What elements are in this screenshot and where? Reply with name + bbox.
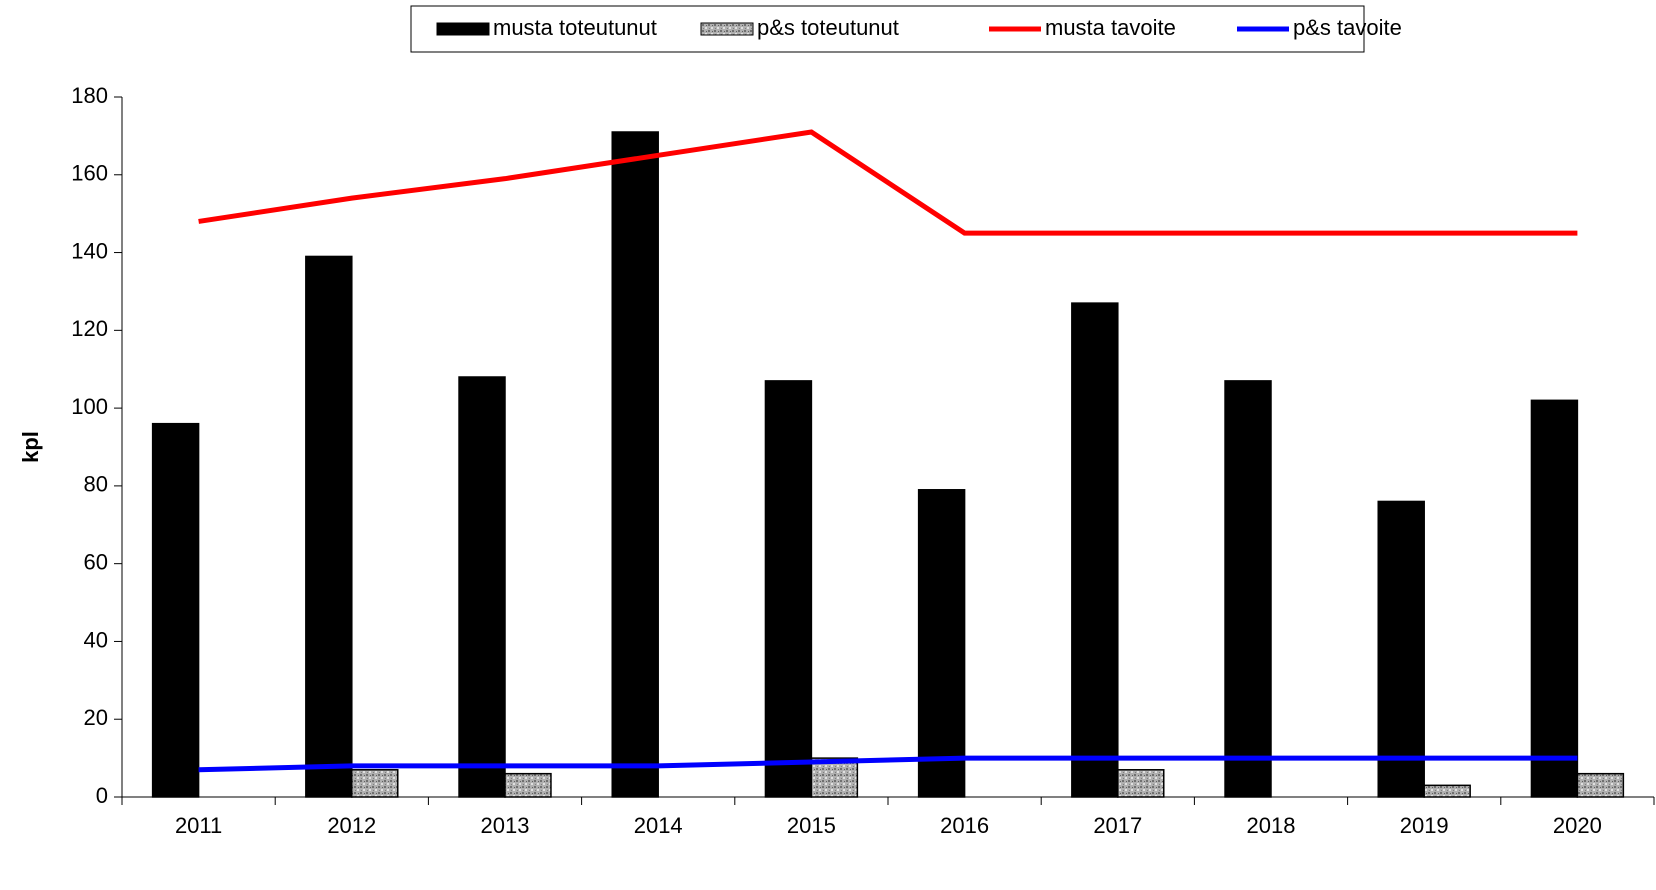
bar bbox=[151, 422, 200, 798]
y-axis-label: kpl bbox=[18, 431, 43, 463]
bar bbox=[917, 489, 966, 798]
legend-swatch bbox=[700, 22, 754, 36]
bar bbox=[1117, 769, 1165, 798]
x-tick-label: 2013 bbox=[481, 813, 530, 838]
bar bbox=[1224, 380, 1272, 798]
x-tick-label: 2020 bbox=[1553, 813, 1602, 838]
x-tick-label: 2018 bbox=[1247, 813, 1296, 838]
bar bbox=[458, 376, 506, 798]
bar bbox=[810, 757, 859, 798]
x-tick-label: 2019 bbox=[1400, 813, 1449, 838]
y-tick-label: 0 bbox=[96, 783, 108, 808]
legend-box bbox=[410, 5, 1365, 53]
y-tick-label: 40 bbox=[84, 627, 108, 652]
x-tick-label: 2016 bbox=[940, 813, 989, 838]
y-tick-label: 100 bbox=[71, 394, 108, 419]
y-tick-label: 140 bbox=[71, 238, 108, 263]
bar bbox=[764, 380, 813, 798]
x-tick-label: 2015 bbox=[787, 813, 836, 838]
y-tick-label: 80 bbox=[84, 472, 108, 497]
x-tick-label: 2011 bbox=[175, 813, 222, 838]
bar bbox=[305, 255, 353, 798]
bar bbox=[1377, 500, 1425, 798]
y-tick-label: 120 bbox=[71, 316, 108, 341]
legend-label: p&s tavoite bbox=[1293, 15, 1402, 40]
y-tick-label: 180 bbox=[71, 83, 108, 108]
bar bbox=[504, 772, 552, 798]
line-series bbox=[198, 755, 1578, 773]
bar bbox=[351, 769, 399, 798]
y-tick-label: 60 bbox=[84, 549, 108, 574]
line-series bbox=[198, 129, 1578, 236]
bar bbox=[1071, 302, 1119, 798]
x-tick-label: 2017 bbox=[1093, 813, 1142, 838]
bar bbox=[1576, 772, 1625, 798]
legend-swatch bbox=[436, 22, 490, 36]
y-tick-label: 20 bbox=[84, 705, 108, 730]
bar bbox=[1530, 399, 1579, 798]
y-tick-label: 160 bbox=[71, 161, 108, 186]
bar bbox=[1423, 784, 1471, 798]
legend-label: musta toteutunut bbox=[493, 15, 657, 40]
x-tick-label: 2014 bbox=[634, 813, 683, 838]
legend-label: p&s toteutunut bbox=[757, 15, 899, 40]
x-tick-label: 2012 bbox=[327, 813, 376, 838]
legend-label: musta tavoite bbox=[1045, 15, 1176, 40]
bar bbox=[611, 131, 659, 798]
